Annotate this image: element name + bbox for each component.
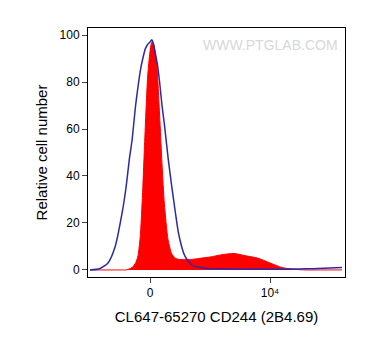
- svg-text:0: 0: [73, 263, 80, 277]
- svg-text:Relative cell number: Relative cell number: [33, 85, 50, 221]
- svg-text:100: 100: [60, 28, 80, 42]
- svg-text:40: 40: [66, 169, 80, 183]
- svg-text:60: 60: [66, 122, 80, 136]
- svg-text:CL647-65270 CD244 (2B4.69): CL647-65270 CD244 (2B4.69): [115, 308, 318, 325]
- svg-text:80: 80: [66, 75, 80, 89]
- svg-text:WWW.PTGLAB.COM: WWW.PTGLAB.COM: [203, 37, 338, 53]
- svg-text:0: 0: [147, 286, 154, 300]
- svg-text:20: 20: [66, 216, 80, 230]
- svg-text:10⁴: 10⁴: [261, 286, 280, 300]
